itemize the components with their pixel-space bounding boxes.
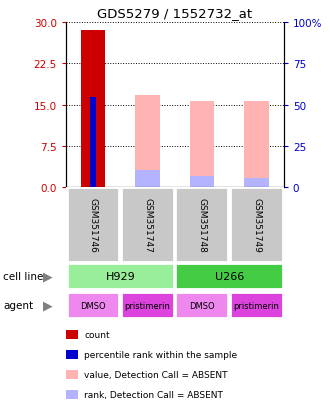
Bar [176, 188, 228, 262]
Text: U266: U266 [215, 272, 244, 282]
Text: rank, Detection Call = ABSENT: rank, Detection Call = ABSENT [84, 390, 223, 399]
Text: ▶: ▶ [43, 270, 53, 283]
Bar [230, 292, 283, 319]
Bar [90, 98, 96, 188]
Bar [81, 31, 106, 188]
Bar [244, 178, 269, 188]
Text: count: count [84, 330, 110, 339]
Text: H929: H929 [106, 272, 135, 282]
Bar [67, 264, 174, 290]
Text: value, Detection Call = ABSENT: value, Detection Call = ABSENT [84, 370, 228, 379]
Title: GDS5279 / 1552732_at: GDS5279 / 1552732_at [97, 7, 252, 20]
Text: DMSO: DMSO [81, 301, 106, 310]
Text: cell line: cell line [3, 272, 44, 282]
Bar [190, 102, 214, 188]
Bar [121, 292, 174, 319]
Text: GSM351748: GSM351748 [198, 198, 207, 252]
Text: GSM351749: GSM351749 [252, 198, 261, 252]
Bar [135, 96, 160, 188]
Bar [121, 188, 174, 262]
Text: GSM351746: GSM351746 [89, 198, 98, 252]
Text: pristimerin: pristimerin [234, 301, 280, 310]
Bar [176, 264, 283, 290]
Bar [244, 102, 269, 188]
Text: ▶: ▶ [43, 299, 53, 312]
Bar [190, 177, 214, 188]
Bar [135, 170, 160, 188]
Bar [176, 292, 228, 319]
Bar [67, 188, 119, 262]
Bar [230, 188, 283, 262]
Text: percentile rank within the sample: percentile rank within the sample [84, 350, 237, 359]
Text: GSM351747: GSM351747 [143, 198, 152, 252]
Bar [67, 292, 119, 319]
Text: agent: agent [3, 301, 33, 311]
Text: pristimerin: pristimerin [125, 301, 171, 310]
Text: DMSO: DMSO [189, 301, 215, 310]
